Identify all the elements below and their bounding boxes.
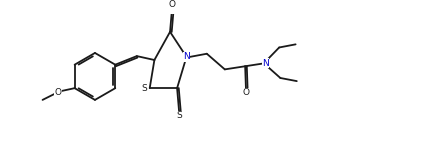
Text: S: S — [141, 84, 147, 93]
Text: N: N — [262, 59, 269, 68]
Text: O: O — [243, 88, 250, 97]
Text: N: N — [183, 52, 190, 61]
Text: O: O — [55, 88, 62, 97]
Text: S: S — [176, 111, 182, 120]
Text: O: O — [168, 0, 175, 9]
